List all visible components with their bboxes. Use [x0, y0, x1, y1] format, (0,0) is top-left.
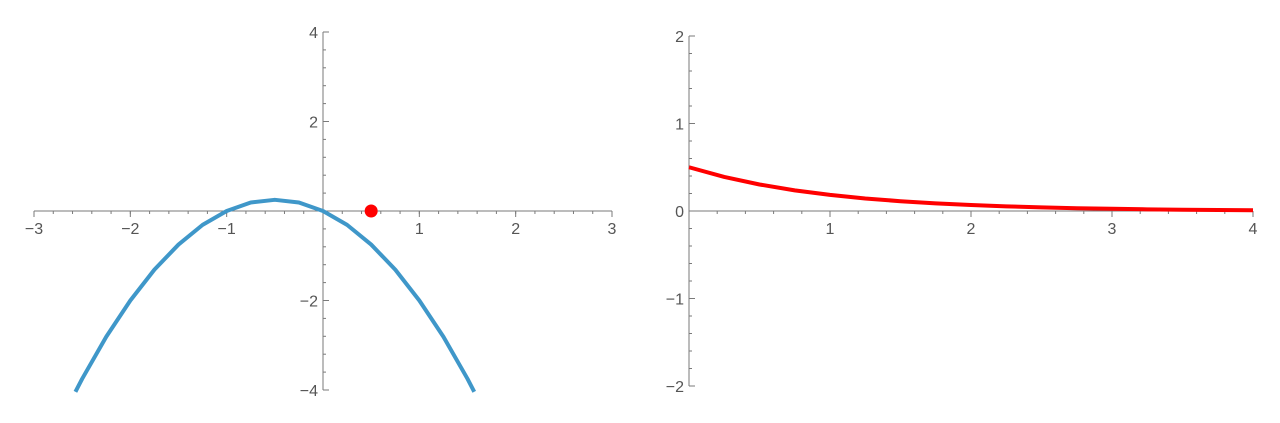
right-x-tick-label: 1: [826, 221, 835, 238]
left-x-tick-label: 3: [608, 221, 617, 238]
right-x-minor-ticks: [688, 211, 1254, 214]
left-y-tick-label: 2: [309, 115, 318, 132]
right-series: [688, 165, 1254, 213]
left-points: [364, 204, 378, 218]
right-series-line: [688, 165, 1254, 213]
right-y-tick-label: 2: [675, 29, 684, 46]
right-x-tick-label: 4: [1249, 221, 1258, 238]
right-x-ticks: 1 2 3 4: [826, 211, 1258, 238]
parabola-chart: −3 −2 −1 1 2 3 4 2 −2 −4: [25, 25, 617, 400]
left-y-tick-label: −4: [300, 383, 318, 400]
right-y-tick-label: 1: [675, 117, 684, 134]
left-y-ticks: 4 2 −2 −4: [300, 25, 329, 400]
right-y-minor-ticks: [689, 35, 692, 387]
left-x-tick-label: 1: [415, 221, 424, 238]
left-x-tick-label: −1: [218, 221, 236, 238]
right-y-ticks: 2 1 0 −1 −2: [666, 29, 695, 396]
left-x-tick-label: −2: [121, 221, 139, 238]
left-highlight-point: [364, 204, 378, 218]
right-y-tick-label: −1: [666, 292, 684, 309]
left-x-ticks: −3 −2 −1 1 2 3: [25, 211, 617, 238]
right-x-tick-label: 3: [1108, 221, 1117, 238]
right-x-tick-label: 2: [967, 221, 976, 238]
left-series-line: [73, 197, 477, 393]
left-series: [73, 197, 477, 393]
left-x-tick-label: −3: [25, 221, 43, 238]
left-y-tick-label: −2: [300, 294, 318, 311]
left-x-tick-label: 2: [511, 221, 520, 238]
right-y-tick-label: −2: [666, 379, 684, 396]
right-y-tick-label: 0: [675, 204, 684, 221]
left-y-tick-label: 4: [309, 25, 318, 42]
